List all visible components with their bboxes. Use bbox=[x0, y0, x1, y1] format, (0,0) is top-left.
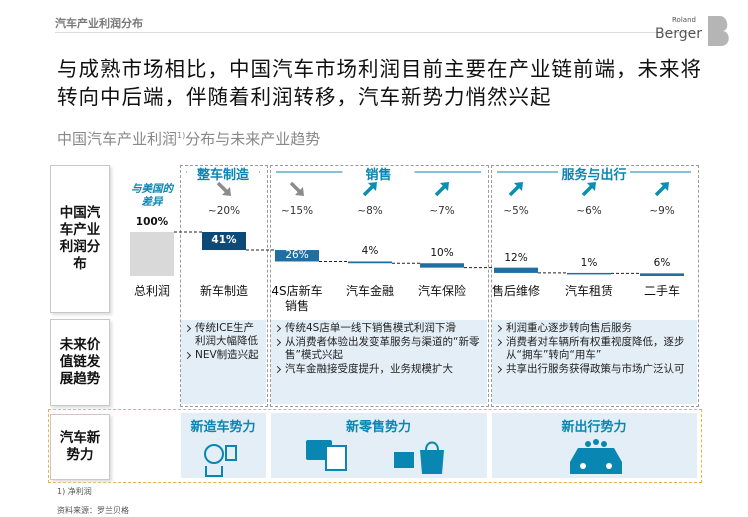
value-label: 4% bbox=[361, 245, 379, 258]
trend-arrow bbox=[654, 184, 667, 197]
bar bbox=[348, 261, 392, 264]
category-label: 总利润 bbox=[133, 284, 170, 298]
trend-arrow bbox=[508, 184, 521, 197]
subtitle-text: 分布与未来产业趋势 bbox=[185, 130, 321, 148]
trend-item: NEV制造兴起 bbox=[184, 349, 264, 362]
force-name: 新零售势力 bbox=[345, 420, 411, 435]
group-box bbox=[270, 165, 489, 407]
trend-item: 传统4S店单一线下销售模式利润下滑 bbox=[274, 322, 486, 335]
difference-label: ~20% bbox=[207, 205, 241, 217]
group-name: 服务与出行 bbox=[561, 168, 627, 183]
value-label: 10% bbox=[430, 247, 454, 260]
brand-logo bbox=[708, 16, 729, 46]
difference-label: ~7% bbox=[429, 205, 455, 217]
group-box bbox=[180, 165, 268, 407]
trend-item: 汽车金融接受度提升，业务规模扩大 bbox=[274, 363, 486, 376]
row-label-text: 中国汽车产业利润分布 bbox=[59, 205, 101, 272]
footnote: 1) 净利润 bbox=[57, 487, 92, 496]
group-name: 销售 bbox=[365, 168, 392, 183]
subtitle-text: 中国汽车产业利润 bbox=[57, 130, 178, 148]
category-label: 4S店新车销售 bbox=[271, 284, 323, 313]
brand-small: Roland bbox=[672, 16, 696, 24]
group-name: 整车制造 bbox=[196, 168, 249, 183]
value-label: 6% bbox=[653, 257, 671, 270]
icon-ev bbox=[204, 444, 237, 477]
trend-arrow bbox=[362, 184, 375, 197]
trend-list: 传统4S店单一线下销售模式利润下滑 从消费者体验出发变革服务与渠道的“新零售”模式… bbox=[274, 322, 486, 377]
category-label: 新车制造 bbox=[199, 284, 248, 298]
row-label: 中国汽车产业利润分布 bbox=[50, 165, 110, 313]
force-name: 新出行势力 bbox=[561, 420, 627, 435]
icon-mobility bbox=[570, 439, 622, 474]
chart-subtitle: 中国汽车产业利润1)分布与未来产业趋势 bbox=[57, 128, 320, 149]
bar bbox=[494, 267, 538, 273]
trend-arrow bbox=[581, 184, 594, 197]
trend-item: 利润重心逐步转向售后服务 bbox=[495, 322, 695, 335]
value-label: 26% bbox=[285, 248, 309, 261]
difference-label: ~6% bbox=[576, 205, 602, 217]
highlight-box bbox=[48, 409, 702, 483]
trend-arrow-head bbox=[222, 187, 231, 196]
trend-arrow bbox=[289, 181, 302, 194]
trend-list: 利润重心逐步转向售后服务 消费者对车辆所有权重视度降低，逐步从“拥车”转向“用车”… bbox=[495, 322, 695, 377]
row-label-text: 汽车新势力 bbox=[59, 430, 101, 463]
header-rule bbox=[55, 32, 695, 33]
category-label: 售后维修 bbox=[491, 284, 540, 298]
difference-label: ~8% bbox=[357, 205, 383, 217]
trend-list: 传统ICE生产利润大幅降低 NEV制造兴起 bbox=[184, 322, 264, 363]
bar bbox=[202, 232, 246, 251]
category-label: 汽车金融 bbox=[345, 284, 394, 298]
value-label: 41% bbox=[211, 234, 237, 247]
section-label: 汽车产业利润分布 bbox=[55, 17, 143, 30]
difference-label: ~9% bbox=[649, 205, 675, 217]
trend-arrow-head bbox=[295, 187, 304, 196]
value-label: 12% bbox=[504, 251, 528, 264]
trend-arrow bbox=[216, 181, 229, 194]
row-label: 未来价值链发展趋势 bbox=[50, 319, 110, 406]
trend-item: 从消费者体验出发变革服务与渠道的“新零售”模式兴起 bbox=[274, 336, 486, 362]
force-name: 新造车势力 bbox=[190, 420, 256, 435]
value-label: 100% bbox=[135, 216, 169, 228]
bar bbox=[640, 273, 684, 276]
trend-item: 传统ICE生产利润大幅降低 bbox=[184, 322, 264, 348]
trend-item: 消费者对车辆所有权重视度降低，逐步从“拥车”转向“用车” bbox=[495, 336, 695, 362]
trend-arrow-head bbox=[514, 182, 523, 191]
trend-arrow-head bbox=[368, 182, 377, 191]
bar bbox=[567, 272, 611, 275]
trend-item: 共享出行服务获得政策与市场广泛认可 bbox=[495, 363, 695, 376]
subtitle-note: 1) bbox=[177, 131, 186, 140]
brand: Berger bbox=[655, 26, 702, 42]
category-label: 汽车保险 bbox=[417, 284, 466, 298]
category-label: 二手车 bbox=[643, 284, 680, 298]
row-label: 汽车新势力 bbox=[50, 414, 110, 480]
category-label: 汽车租赁 bbox=[564, 284, 613, 298]
trend-arrow bbox=[434, 184, 447, 197]
trend-arrow-head bbox=[587, 182, 596, 191]
slide-title: 与成熟市场相比，中国汽车市场利润目前主要在产业链前端，未来将转向中后端，伴随着利… bbox=[57, 57, 702, 109]
icon-retail bbox=[306, 440, 444, 474]
row-label-text: 未来价值链发展趋势 bbox=[59, 337, 101, 387]
force-bg bbox=[181, 413, 266, 478]
group-box bbox=[491, 165, 699, 407]
trend-arrow-head bbox=[440, 182, 449, 191]
bar bbox=[275, 250, 319, 262]
difference-title: 与美国的差异 bbox=[131, 183, 173, 208]
trend-arrow-head bbox=[660, 182, 669, 191]
value-label: 1% bbox=[580, 256, 598, 269]
bar bbox=[130, 232, 174, 276]
difference-label: ~15% bbox=[280, 205, 314, 217]
source: 资料来源：罗兰贝格 bbox=[57, 506, 129, 515]
bar bbox=[420, 263, 464, 268]
difference-label: ~5% bbox=[503, 205, 529, 217]
